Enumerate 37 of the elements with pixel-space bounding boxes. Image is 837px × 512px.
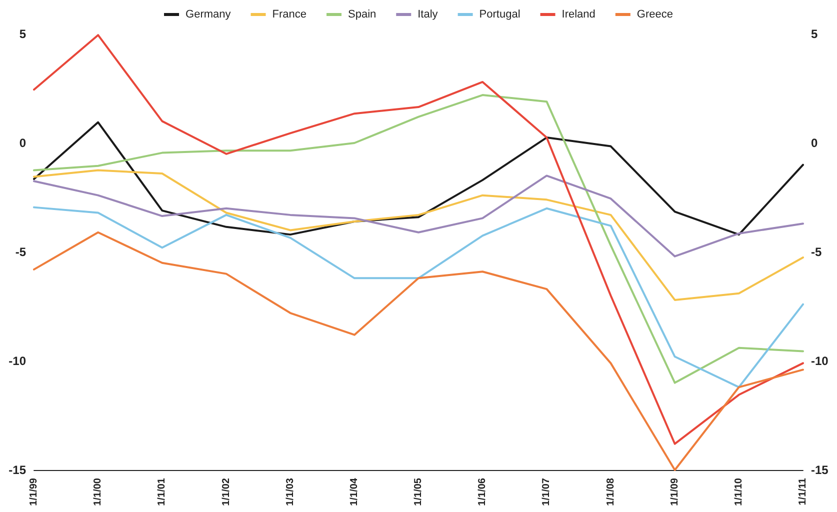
y-tick-label: -5 [15,245,26,259]
y-tick-label: -10 [8,354,26,368]
line-series [33,231,804,471]
legend-label: Greece [636,8,673,20]
y-tick-label: 5 [19,27,26,41]
legend-label: Italy [418,8,438,20]
y2-tick-label: -15 [811,463,829,477]
x-tick-label: 1/1/07 [541,478,552,506]
legend-label: Germany [186,8,232,20]
y-tick-label: 0 [19,136,26,150]
x-tick-label: 1/1/99 [28,478,40,506]
line-series [33,174,804,258]
x-tick-label: 1/1/01 [156,478,168,506]
x-tick-label: 1/1/11 [798,478,808,506]
x-tick-label: 1/1/09 [669,478,680,506]
line-series [33,206,804,388]
y2-tick-label: -10 [811,354,829,368]
legend-label: Portugal [479,8,520,20]
x-tick-label: 1/1/00 [92,478,104,506]
x-tick-label: 1/1/08 [605,478,616,506]
line-series [33,169,804,301]
y2-tick-label: 0 [811,136,818,150]
x-tick-label: 1/1/02 [220,478,232,506]
legend-label: Spain [348,8,376,20]
x-tick-label: 1/1/06 [477,478,488,506]
legend-label: France [272,8,307,20]
legend-label: Ireland [562,8,596,20]
x-tick-label: 1/1/04 [348,478,360,506]
y2-tick-label: -5 [811,245,822,259]
x-tick-label: 1/1/03 [284,478,296,506]
y-tick-label: -15 [8,463,26,477]
x-tick-label: 1/1/10 [733,478,744,506]
y2-tick-label: 5 [811,27,818,41]
x-tick-label: 1/1/05 [413,478,424,506]
line-series [33,34,804,445]
line-series [33,121,804,236]
line-series [33,94,804,384]
